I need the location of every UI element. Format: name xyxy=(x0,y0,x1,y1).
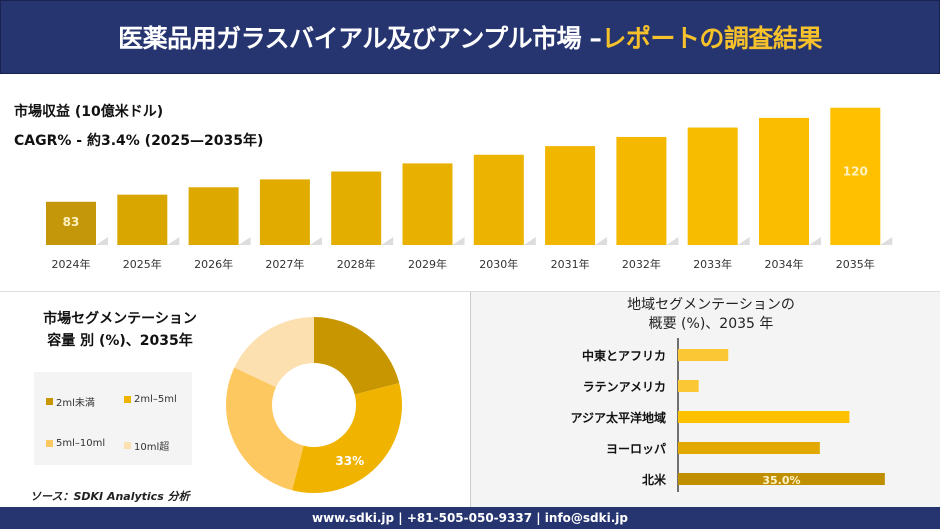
bar-value-label: 120 xyxy=(843,165,868,179)
revenue-bar xyxy=(117,194,168,245)
year-label: 2024年 xyxy=(52,257,91,271)
donut-value-label: 33% xyxy=(335,454,364,468)
revenue-bar-chart: 2024年 83 2025年 2026年 2027年 2028年 2029年 2030年 203… xyxy=(46,107,893,271)
region-bar xyxy=(678,380,699,392)
donut-title: 市場セグメンテーション 容量 別 (%)、2035年 xyxy=(20,308,220,352)
region-label: ヨーロッパ xyxy=(606,442,666,456)
year-label: 2031年 xyxy=(551,257,590,271)
volume-donut-chart: 33% xyxy=(226,317,402,493)
bar-shadow xyxy=(381,237,394,245)
bar-shadow xyxy=(96,237,108,245)
donut-title-line2: 容量 別 (%)、2035年 xyxy=(47,333,193,349)
region-title-line1: 地域セグメンテーションの xyxy=(627,297,795,313)
region-title-line2: 概要 (%)、2035 年 xyxy=(648,316,774,332)
divider xyxy=(0,291,940,292)
revenue-bar xyxy=(759,117,809,245)
revenue-bar xyxy=(830,107,881,246)
bar-shadow xyxy=(523,237,536,245)
bar-shadow xyxy=(595,237,608,245)
footer-contact: www.sdki.jp | +81-505-050-9337 | info@sd… xyxy=(0,507,940,529)
region-title: 地域セグメンテーションの 概要 (%)、2035 年 xyxy=(571,296,851,334)
legend-swatch xyxy=(46,398,53,405)
title-highlight: レポートの調査結果 xyxy=(601,24,822,53)
region-label: 北米 xyxy=(642,472,667,487)
revenue-heading: 市場収益 (10億米ドル) xyxy=(14,104,164,120)
year-label: 2030年 xyxy=(479,257,518,271)
title-main: 医薬品用ガラスバイアル及びアンプル市場 – xyxy=(118,24,602,53)
legend-swatch xyxy=(124,396,131,403)
cagr-text: CAGR% - 約3.4% (2025—2035年) xyxy=(14,133,264,149)
legend-item: 2ml未満 xyxy=(46,394,95,409)
bar-shadow xyxy=(737,237,750,245)
year-label: 2025年 xyxy=(123,257,162,271)
region-bar xyxy=(678,349,729,361)
year-label: 2034年 xyxy=(765,257,804,271)
year-label: 2028年 xyxy=(337,257,376,271)
year-label: 2029年 xyxy=(408,257,447,271)
bar-shadow xyxy=(809,237,821,245)
bar-shadow xyxy=(666,237,679,245)
region-label: アジア太平洋地域 xyxy=(570,410,666,425)
donut-segment xyxy=(292,383,402,493)
bar-value-label: 83 xyxy=(63,215,80,229)
region-value-label: 35.0% xyxy=(762,474,800,487)
legend-item: 2ml–5ml xyxy=(124,394,177,405)
revenue-bar xyxy=(188,187,239,245)
donut-segment xyxy=(314,317,400,395)
region-bar xyxy=(678,442,820,454)
year-label: 2027年 xyxy=(265,257,304,271)
revenue-bar xyxy=(402,163,453,245)
revenue-bar xyxy=(545,146,596,245)
bar-shadow xyxy=(238,237,251,245)
donut-segment xyxy=(234,317,314,388)
legend-swatch xyxy=(46,440,53,447)
header-banner: 医薬品用ガラスバイアル及びアンプル市場 – レポートの調査結果 xyxy=(0,0,940,74)
bar-shadow xyxy=(309,237,322,245)
revenue-bar xyxy=(616,136,667,245)
legend-item: 5ml–10ml xyxy=(46,438,105,449)
volume-segment-panel: 市場セグメンテーション 容量 別 (%)、2035年 33% xyxy=(0,292,470,507)
revenue-bar xyxy=(331,171,382,245)
region-label: 中東とアフリカ xyxy=(582,348,666,363)
region-bar xyxy=(678,473,885,485)
revenue-bar xyxy=(687,127,738,245)
region-label: ラテンアメリカ xyxy=(583,380,666,394)
source-note: ソース：SDKI Analytics 分析 xyxy=(30,490,190,503)
region-segment-panel: 地域セグメンテーションの 概要 (%)、2035 年 中東とアフリカ ラテンアメリ… xyxy=(470,292,940,507)
donut-title-line1: 市場セグメンテーション xyxy=(43,311,197,327)
bar-shadow xyxy=(880,237,893,245)
legend-swatch xyxy=(124,442,131,449)
year-label: 2033年 xyxy=(693,257,732,271)
region-bar xyxy=(678,411,850,423)
year-label: 2026年 xyxy=(194,257,233,271)
revenue-bar xyxy=(46,201,96,245)
donut-legend: 2ml未満 2ml–5ml 5ml–10ml 10ml超 xyxy=(34,372,192,465)
revenue-bar xyxy=(259,179,310,245)
revenue-bar xyxy=(473,154,524,245)
year-label: 2032年 xyxy=(622,257,661,271)
bar-shadow xyxy=(167,237,180,245)
donut-segment xyxy=(226,367,304,491)
bar-shadow xyxy=(452,237,465,245)
year-label: 2035年 xyxy=(836,257,875,271)
legend-item: 10ml超 xyxy=(124,438,169,453)
